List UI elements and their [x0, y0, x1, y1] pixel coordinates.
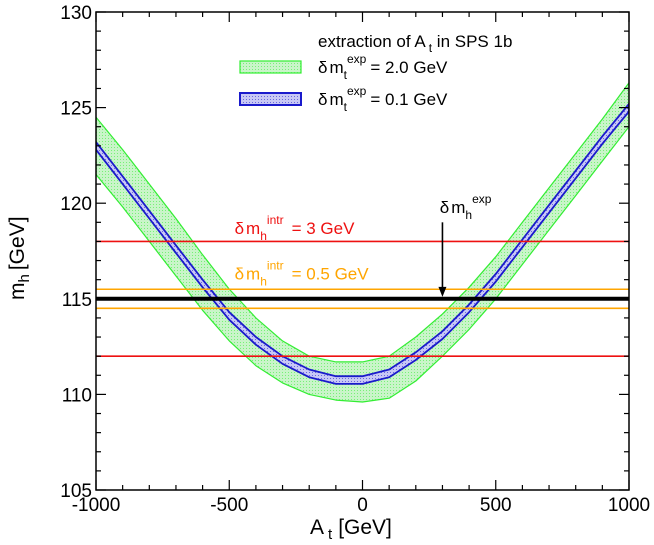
- y-tick-label: 115: [62, 290, 92, 311]
- y-axis-title: mh[GeV]: [6, 216, 33, 300]
- legend-swatch-1: [239, 92, 302, 106]
- ticks-layer: -1000 -500 0 500 1000 105 110 115 120 125 130: [60, 3, 650, 516]
- y-tick-label: 120: [60, 194, 92, 215]
- y-tick-label: 125: [60, 99, 92, 120]
- legend-swatch-0: [239, 60, 302, 74]
- annotation-0: δ mhintr = 3 GeV: [235, 213, 356, 243]
- x-tick-label: 500: [480, 495, 512, 516]
- y-tick-label: 110: [62, 385, 92, 406]
- annotation-2: δ mhexp: [440, 192, 492, 222]
- hlines-layer: [96, 240, 629, 357]
- x-tick-label: -500: [210, 495, 248, 516]
- y-tick-label: 130: [60, 3, 92, 24]
- arrow-head: [438, 286, 447, 297]
- legend-label-1: δ mtexp = 0.1 GeV: [318, 84, 448, 114]
- annotations-layer: δ mhintr = 3 GeV δ mhintr = 0.5 GeV δ mhexp: [235, 192, 492, 297]
- annotation-1: δ mhintr = 0.5 GeV: [235, 259, 370, 289]
- y-tick-label: 105: [60, 481, 92, 502]
- band-0: [96, 82, 629, 403]
- x-tick-label: -1000: [72, 495, 121, 516]
- x-tick-label: 0: [357, 495, 368, 516]
- legend-label-0: δ mtexp = 2.0 GeV: [318, 52, 448, 82]
- bands-layer: [96, 82, 629, 403]
- x-tick-label: 1000: [608, 495, 650, 516]
